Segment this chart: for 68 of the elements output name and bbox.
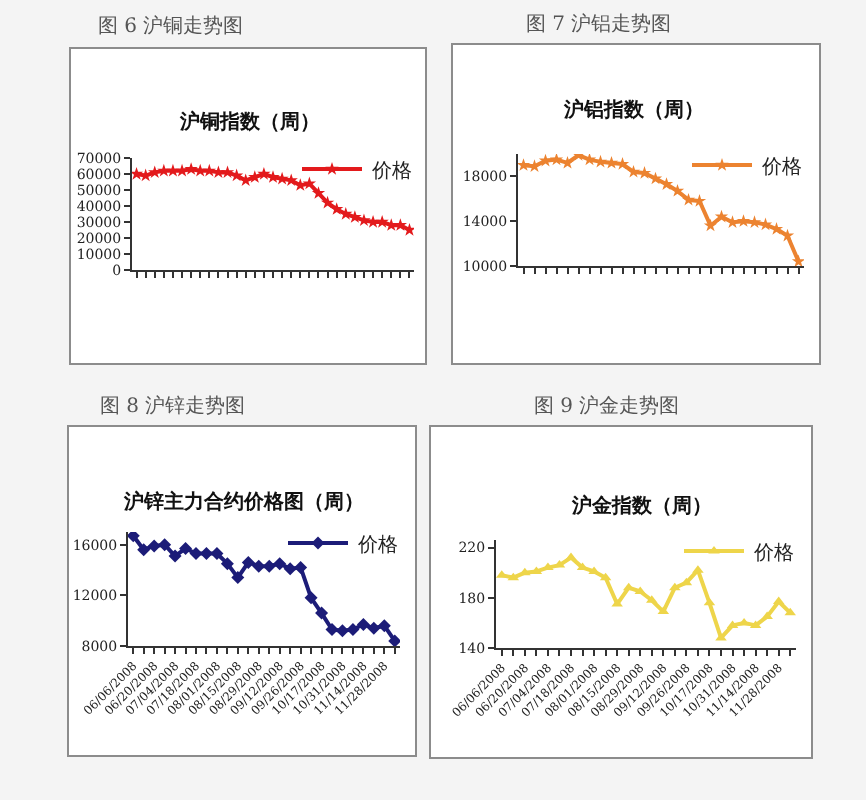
point	[791, 254, 804, 266]
caption: 图 7 沪铝走势图	[526, 12, 672, 36]
point	[346, 623, 360, 637]
point	[320, 195, 335, 209]
point	[241, 555, 255, 569]
legend-label: 价格	[752, 540, 794, 565]
chart-title: 沪金指数（周）	[570, 494, 712, 518]
chart-title: 沪铜指数（周）	[178, 110, 320, 134]
point	[784, 607, 796, 616]
point	[302, 176, 317, 190]
point	[175, 163, 189, 177]
point	[128, 532, 140, 543]
point	[220, 165, 235, 179]
point	[257, 167, 271, 180]
point	[304, 591, 318, 605]
point	[189, 547, 203, 561]
point	[565, 552, 577, 561]
point	[179, 541, 193, 555]
point	[669, 582, 681, 591]
point	[780, 228, 795, 242]
point	[356, 617, 370, 631]
point	[388, 634, 400, 646]
point	[335, 624, 349, 638]
point	[518, 158, 531, 171]
point	[294, 560, 308, 574]
legend-label: 价格	[356, 532, 398, 557]
point	[293, 178, 307, 191]
point	[311, 186, 326, 199]
point	[670, 183, 685, 197]
point	[199, 547, 213, 561]
point	[375, 215, 389, 228]
caption: 图 8 沪锌走势图	[100, 394, 246, 418]
point	[147, 539, 161, 553]
point	[339, 207, 353, 220]
legend-label: 价格	[760, 154, 802, 179]
point	[604, 155, 619, 169]
point	[132, 167, 144, 180]
point	[626, 164, 641, 178]
caption: 图 6 沪铜走势图	[98, 14, 244, 38]
point	[273, 557, 287, 571]
chart-title: 沪锌主力合约价格图（周）	[122, 490, 364, 514]
point	[262, 559, 276, 573]
point	[549, 154, 564, 166]
point	[736, 214, 751, 227]
point	[761, 611, 773, 620]
point	[330, 202, 344, 215]
point	[357, 213, 371, 227]
point	[325, 623, 339, 637]
point	[348, 210, 362, 223]
point	[538, 154, 553, 167]
point	[158, 538, 172, 552]
point	[231, 571, 245, 585]
point	[168, 549, 182, 563]
caption: 图 9 沪金走势图	[534, 394, 680, 418]
legend-label: 价格	[370, 158, 412, 183]
point	[210, 547, 224, 561]
point	[367, 621, 381, 635]
point	[220, 557, 234, 571]
point	[202, 163, 216, 177]
point	[184, 162, 198, 175]
point	[166, 163, 180, 177]
chart-title: 沪铝指数（周）	[562, 98, 704, 122]
point	[283, 562, 297, 576]
point	[315, 606, 329, 620]
point	[377, 619, 391, 633]
point	[681, 192, 696, 206]
point	[137, 543, 151, 557]
point	[252, 559, 266, 573]
